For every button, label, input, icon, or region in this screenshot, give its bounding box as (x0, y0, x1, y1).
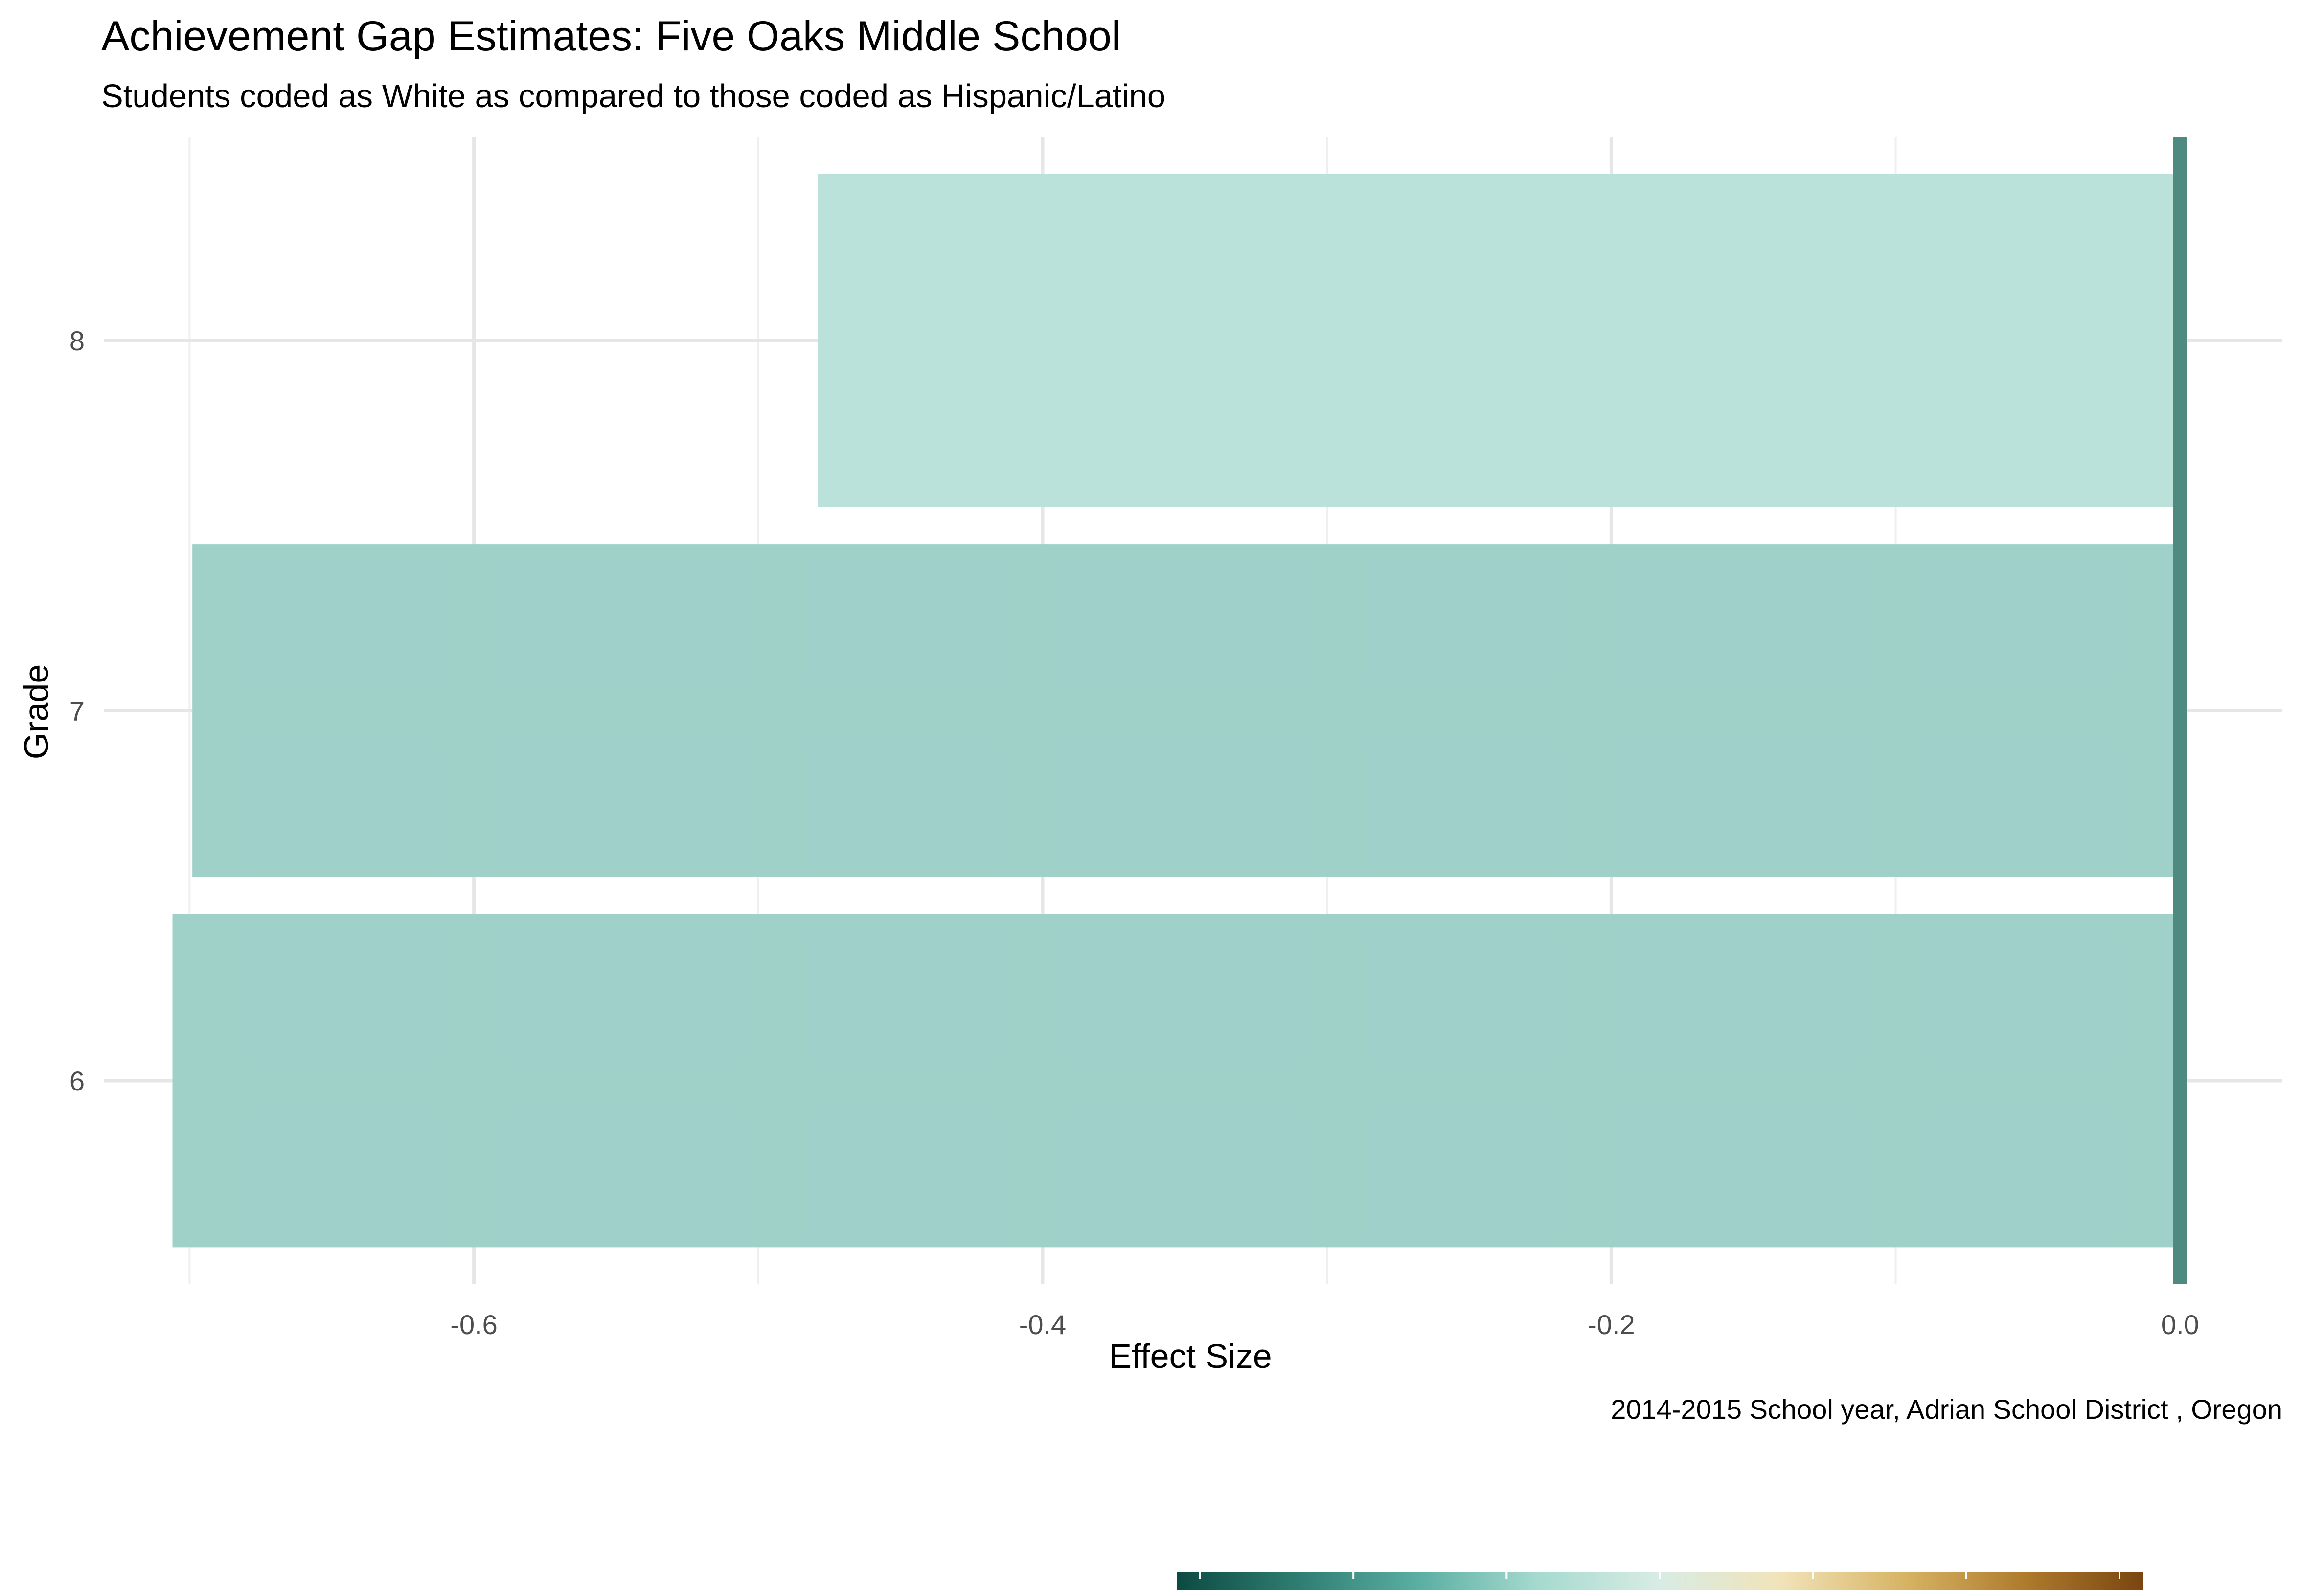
y-tick-label: 6 (69, 1066, 85, 1096)
reference-line (2173, 137, 2187, 1284)
x-tick-label: -0.2 (1588, 1309, 1635, 1340)
x-axis-ticks: -0.6 -0.4 -0.2 0.0 (450, 1309, 2199, 1340)
y-tick-label: 7 (69, 696, 85, 727)
bar-grade-7 (192, 544, 2180, 877)
y-axis-title: Grade (17, 664, 55, 760)
chart-title: Achievement Gap Estimates: Five Oaks Mid… (101, 13, 1121, 60)
x-tick-label: -0.4 (1019, 1309, 1067, 1340)
chart-caption: 2014-2015 School year, Adrian School Dis… (1611, 1394, 2282, 1425)
x-tick-label: 0.0 (2161, 1309, 2199, 1340)
chart-subtitle: Students coded as White as compared to t… (101, 78, 1165, 114)
bar-grade-6 (172, 914, 2180, 1248)
bars (172, 174, 2180, 1248)
y-axis-ticks: 6 7 8 (69, 325, 85, 1096)
x-tick-label: -0.6 (450, 1309, 498, 1340)
x-axis-title: Effect Size (1109, 1337, 1272, 1375)
bar-grade-8 (818, 174, 2180, 507)
reference-line-group (2173, 137, 2187, 1284)
y-tick-label: 8 (69, 325, 85, 356)
colorbar-legend (1177, 1572, 2143, 1590)
